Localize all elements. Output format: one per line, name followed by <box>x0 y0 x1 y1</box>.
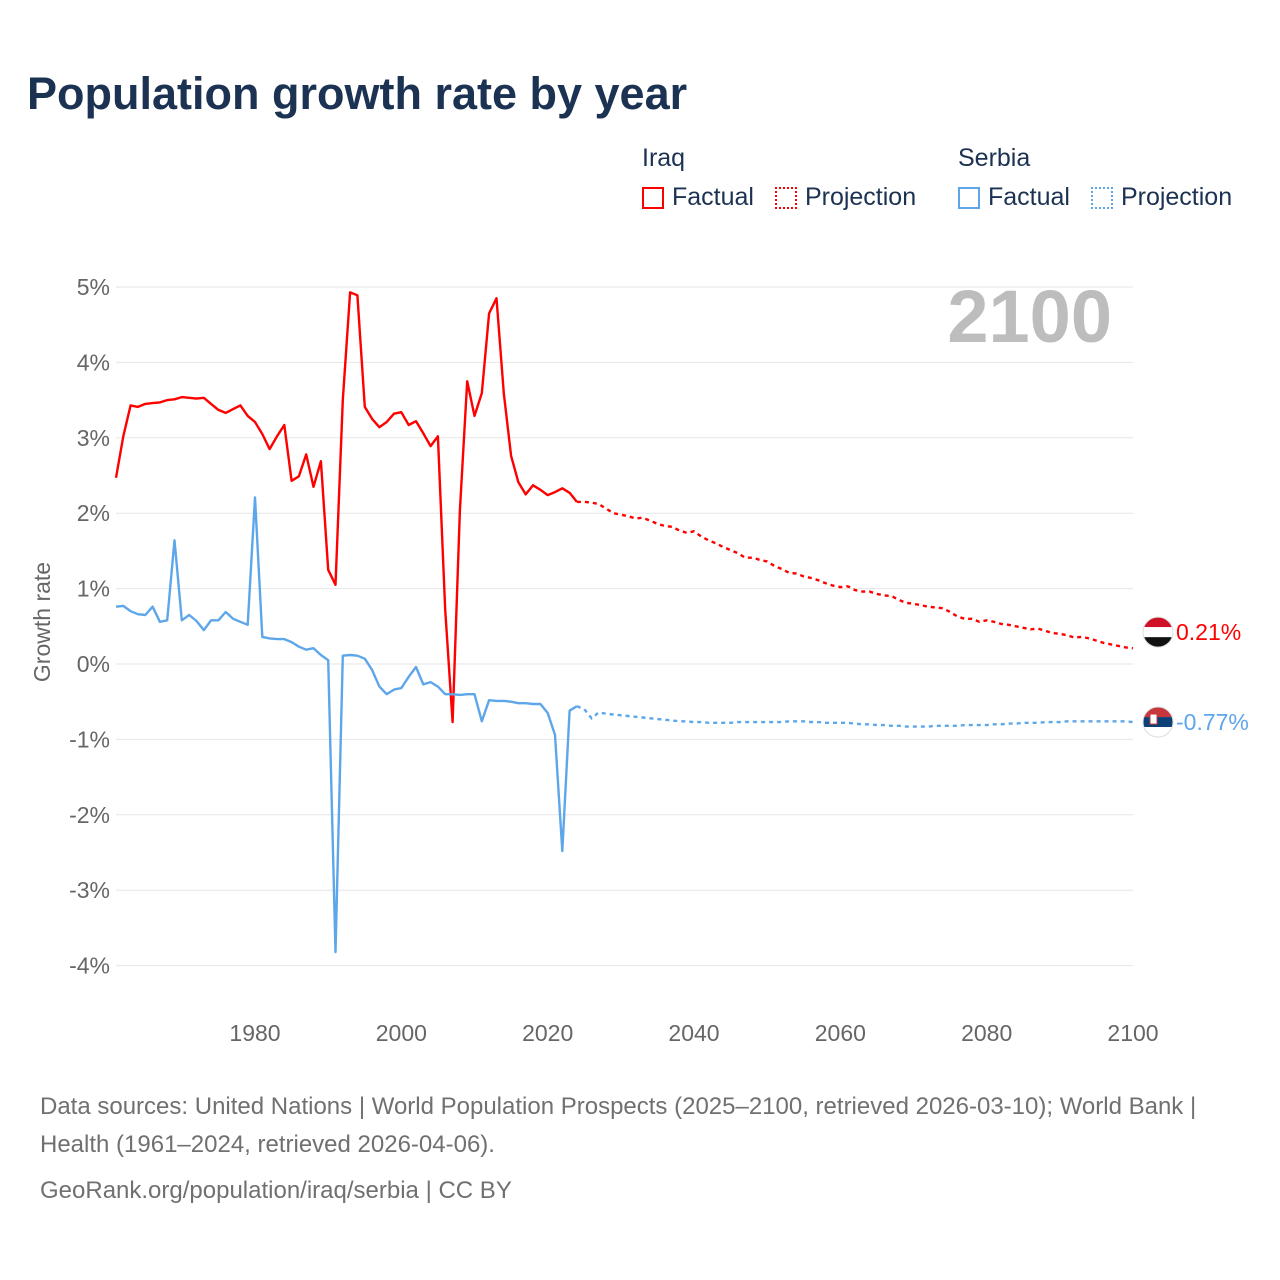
y-tick-label: 1% <box>77 576 110 602</box>
chart-title: Population growth rate by year <box>27 68 688 119</box>
y-tick-label: 5% <box>77 274 110 300</box>
iraq-factual-line <box>114 291 578 724</box>
legend-iraq: Iraq Factual Projection <box>642 144 930 216</box>
y-tick-label: -3% <box>69 877 110 903</box>
iraq-end-value-label: 0.21% <box>1176 619 1241 645</box>
flag-emblem <box>1149 713 1158 725</box>
y-tick-label: 0% <box>77 651 110 677</box>
iraq-projection-line <box>576 500 1134 650</box>
y-tick-label: -1% <box>69 726 110 752</box>
solid-swatch-icon <box>642 186 664 209</box>
dotted-swatch-icon <box>774 186 797 209</box>
x-tick-label: 2100 <box>1107 1020 1158 1046</box>
flag-stripe <box>1143 727 1173 738</box>
flag-border <box>1142 706 1174 738</box>
legend-country-label: Serbia <box>958 144 1031 172</box>
x-tick-label: 2040 <box>668 1020 719 1046</box>
serbia-projection-line <box>576 705 1134 728</box>
data-sources: Data sources: United Nations | World Pop… <box>40 1093 1197 1158</box>
legend-label: Factual <box>672 183 754 211</box>
flag-stripe <box>1143 627 1173 638</box>
flag-stripe <box>1143 617 1173 628</box>
x-tick-label: 2020 <box>522 1020 573 1046</box>
dotted-swatch-icon <box>1090 186 1113 209</box>
legend-label: Projection <box>1120 183 1233 211</box>
serbia-flag-icon <box>1142 706 1174 738</box>
iraq-flag-icon <box>1142 616 1174 648</box>
credit-link[interactable]: GeoRank.org/population/iraq/serbia | CC … <box>40 1177 512 1204</box>
x-tick-label: 2080 <box>961 1020 1012 1046</box>
legend-iraq-projection[interactable]: Projection <box>774 183 917 212</box>
line-chart: 5% 4% 3% 2% 1% 0% -1% -2% -3% -4% 1980 2000 2020 2040… <box>29 274 1249 1046</box>
solid-swatch-icon <box>958 186 980 209</box>
x-tick-label: 2000 <box>376 1020 427 1046</box>
legend-iraq-factual[interactable]: Factual <box>642 183 754 212</box>
flag-border <box>1142 616 1174 648</box>
x-tick-label: 2060 <box>815 1020 866 1046</box>
serbia-factual-line <box>115 496 578 954</box>
year-watermark: 2100 <box>947 275 1112 358</box>
y-tick-label: 3% <box>77 425 110 451</box>
y-tick-label: -2% <box>69 802 110 828</box>
legend-serbia-projection[interactable]: Projection <box>1090 183 1233 212</box>
y-tick-label: 4% <box>77 349 110 375</box>
x-tick-label: 1980 <box>229 1020 280 1046</box>
legend-label: Projection <box>804 183 917 211</box>
flag-stripe <box>1143 637 1173 648</box>
y-tick-label: -4% <box>69 953 110 979</box>
legend-serbia: Serbia Factual Projection <box>958 144 1232 216</box>
legend-country-label: Iraq <box>642 144 686 172</box>
flag-stripe <box>1143 707 1173 718</box>
legend-label: Factual <box>988 183 1070 211</box>
serbia-end-value-label: -0.77% <box>1176 709 1249 735</box>
footer: Data sources: United Nations | World Pop… <box>40 1088 1240 1210</box>
y-tick-label: 2% <box>77 500 110 526</box>
y-axis-label: Growth rate <box>29 562 55 682</box>
flag-stripe <box>1143 717 1173 728</box>
legend-serbia-factual[interactable]: Factual <box>958 183 1070 212</box>
